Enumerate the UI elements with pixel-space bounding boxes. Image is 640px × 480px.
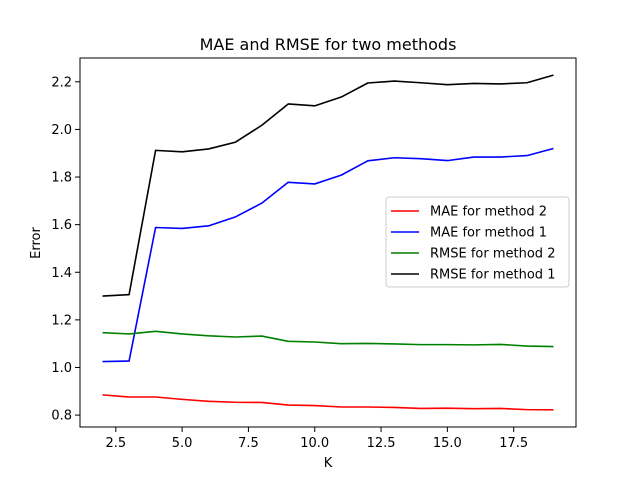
x-tick-label: 7.5 bbox=[238, 436, 259, 451]
legend-label: RMSE for method 2 bbox=[430, 247, 555, 262]
legend: MAE for method 2 MAE for method 1 RMSE for… bbox=[385, 196, 570, 288]
y-tick-label: 2.2 bbox=[51, 75, 72, 90]
y-tick-label: 1.2 bbox=[51, 313, 72, 328]
y-axis-ticks: 0.8 1.0 1.2 1.4 1.6 1.8 2.0 2.2 bbox=[51, 75, 80, 424]
y-tick-label: 1.6 bbox=[51, 218, 72, 233]
y-tick-label: 2.0 bbox=[51, 123, 72, 138]
y-tick-label: 0.8 bbox=[51, 409, 72, 424]
legend-label: MAE for method 2 bbox=[430, 205, 547, 220]
y-tick-label: 1.0 bbox=[51, 361, 72, 376]
x-tick-label: 15.0 bbox=[433, 436, 462, 451]
x-tick-label: 10.0 bbox=[300, 436, 329, 451]
x-axis-label: K bbox=[324, 456, 333, 471]
x-axis-ticks: 2.5 5.0 7.5 10.0 12.5 15.0 17.5 bbox=[105, 427, 528, 451]
series-line-mae-for-method-2 bbox=[102, 394, 554, 411]
y-tick-label: 1.4 bbox=[51, 266, 72, 281]
plot-area-frame bbox=[79, 57, 577, 428]
x-tick-label: 17.5 bbox=[499, 436, 528, 451]
series-line-rmse-for-method-1 bbox=[102, 74, 554, 297]
legend-label: MAE for method 1 bbox=[430, 226, 547, 241]
legend-box bbox=[385, 196, 570, 288]
chart-title: MAE and RMSE for two methods bbox=[200, 35, 457, 54]
y-axis-label: Error bbox=[29, 227, 44, 259]
x-tick-label: 5.0 bbox=[172, 436, 193, 451]
series-layer bbox=[102, 74, 554, 411]
series-line-mae-for-method-1 bbox=[102, 147, 554, 363]
x-tick-label: 2.5 bbox=[105, 436, 126, 451]
series-line-rmse-for-method-2 bbox=[102, 330, 554, 348]
x-tick-label: 12.5 bbox=[367, 436, 396, 451]
y-tick-label: 1.8 bbox=[51, 171, 72, 186]
legend-label: RMSE for method 1 bbox=[430, 268, 555, 283]
